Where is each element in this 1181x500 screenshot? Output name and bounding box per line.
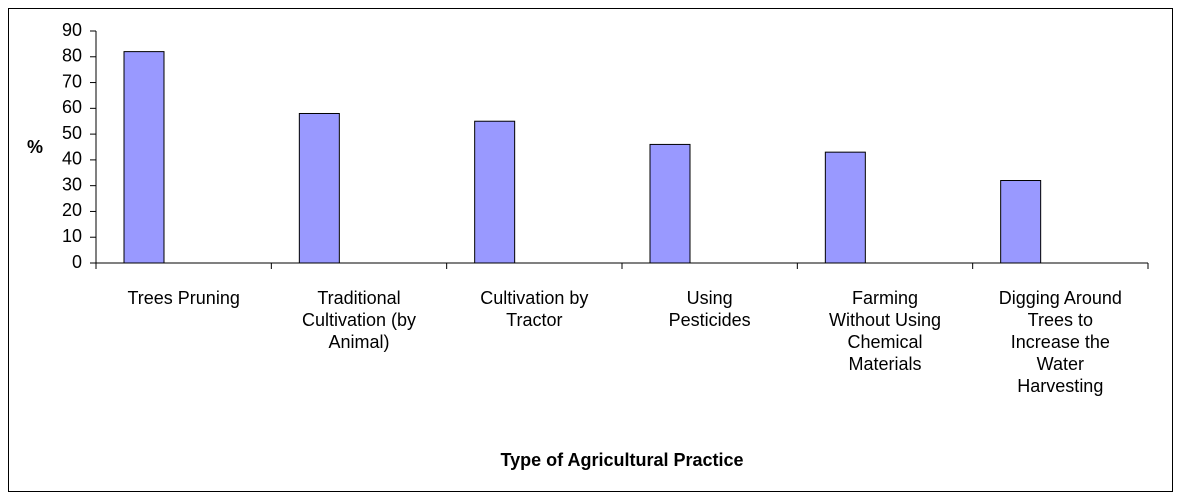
bar (474, 120, 516, 264)
y-tick-label: 50 (62, 123, 82, 143)
y-tick-label: 40 (62, 149, 82, 169)
x-tick-label: Trees Pruning (127, 288, 240, 308)
bar (123, 51, 165, 264)
bar (649, 143, 691, 264)
y-tick-label: 0 (72, 252, 82, 272)
x-tick-label: Farming Without Using Chemical Materials (828, 288, 942, 374)
x-tick-label: Using Pesticides (668, 288, 751, 330)
bar (1000, 180, 1042, 264)
y-axis-label: % (27, 137, 43, 157)
chart-border (8, 8, 1173, 492)
y-tick-label: 20 (62, 200, 82, 220)
bar (824, 151, 866, 264)
x-tick-label: Cultivation by Tractor (480, 288, 589, 330)
y-tick-label: 10 (62, 226, 82, 246)
y-tick-label: 80 (62, 46, 82, 66)
x-axis-label: Type of Agricultural Practice (500, 450, 743, 470)
y-tick-label: 60 (62, 97, 82, 117)
x-tick-label: Digging Around Trees to Increase the Wat… (998, 288, 1122, 396)
y-tick-label: 30 (62, 174, 82, 194)
y-tick-label: 70 (62, 71, 82, 91)
bar (298, 112, 340, 264)
y-tick-label: 90 (62, 20, 82, 40)
x-tick-label: Traditional Cultivation (by Animal) (301, 288, 417, 352)
